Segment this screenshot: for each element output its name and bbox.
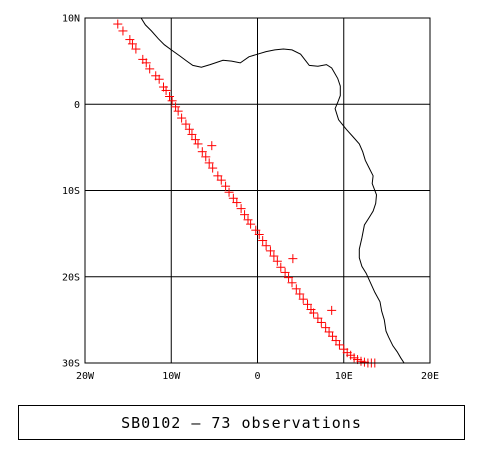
y-tick-label: 10S	[62, 186, 80, 197]
observation-marker	[232, 198, 242, 208]
observation-marker	[298, 294, 308, 304]
observation-marker	[265, 246, 275, 256]
observation-marker	[181, 119, 191, 129]
observation-marker	[141, 58, 151, 68]
observation-marker	[334, 340, 344, 350]
observation-marker	[208, 163, 218, 173]
observation-marker	[161, 85, 171, 95]
caption-text: SB0102 – 73 observations	[121, 413, 362, 432]
x-tick-label: 10W	[162, 371, 181, 382]
y-tick-label: 30S	[62, 359, 80, 370]
map-frame	[84, 17, 431, 364]
observation-marker	[204, 158, 214, 168]
observation-marker	[201, 152, 211, 162]
observation-marker	[303, 299, 313, 309]
y-tick-labels: 10N 0 10S 20S 30S	[62, 14, 80, 370]
caption-box: SB0102 – 73 observations	[18, 405, 465, 440]
observation-marker	[284, 273, 294, 283]
observation-marker	[287, 278, 297, 288]
observation-marker	[224, 187, 234, 197]
observation-marker	[246, 219, 256, 229]
observation-marker	[127, 39, 137, 49]
observation-marker	[272, 256, 282, 266]
observation-marker	[288, 254, 298, 264]
observation-marker	[258, 236, 268, 246]
y-tick-label: 0	[74, 100, 80, 111]
observation-marker	[240, 210, 250, 220]
x-tick-label: 20E	[421, 371, 439, 382]
observation-marker	[207, 141, 217, 151]
x-tick-label: 10E	[335, 371, 353, 382]
observation-marker	[280, 267, 290, 277]
observation-marker	[221, 181, 231, 191]
coastline	[140, 17, 405, 364]
observation-marker	[236, 204, 246, 214]
observation-marker	[125, 35, 135, 45]
observation-marker	[131, 44, 141, 54]
observation-marker	[295, 289, 305, 299]
observation-marker	[316, 317, 326, 327]
x-tick-label: 0	[254, 371, 260, 382]
grid-lines	[84, 17, 431, 364]
coastline-path	[140, 17, 405, 364]
observation-marker	[327, 305, 337, 315]
observation-marker	[261, 241, 271, 251]
observation-marker	[269, 251, 279, 261]
observation-points	[113, 19, 380, 368]
observation-marker	[187, 129, 197, 139]
observation-marker	[184, 124, 194, 134]
y-tick-label: 10N	[62, 14, 80, 25]
observation-marker	[193, 139, 203, 149]
observation-marker	[118, 26, 128, 36]
observation-marker	[113, 19, 123, 29]
observation-marker	[167, 96, 177, 106]
observation-marker	[173, 106, 183, 116]
observation-marker	[197, 147, 207, 157]
observation-marker	[154, 74, 164, 84]
observation-marker	[309, 308, 319, 318]
observation-marker	[216, 175, 226, 185]
observation-marker	[276, 262, 286, 272]
y-tick-label: 20S	[62, 272, 80, 283]
x-tick-label: 20W	[76, 371, 95, 382]
observation-marker	[254, 229, 264, 239]
x-tick-labels: 20W 10W 0 10E 20E	[76, 371, 439, 382]
observation-marker	[177, 113, 187, 123]
observation-marker	[145, 64, 155, 74]
observation-marker	[291, 284, 301, 294]
